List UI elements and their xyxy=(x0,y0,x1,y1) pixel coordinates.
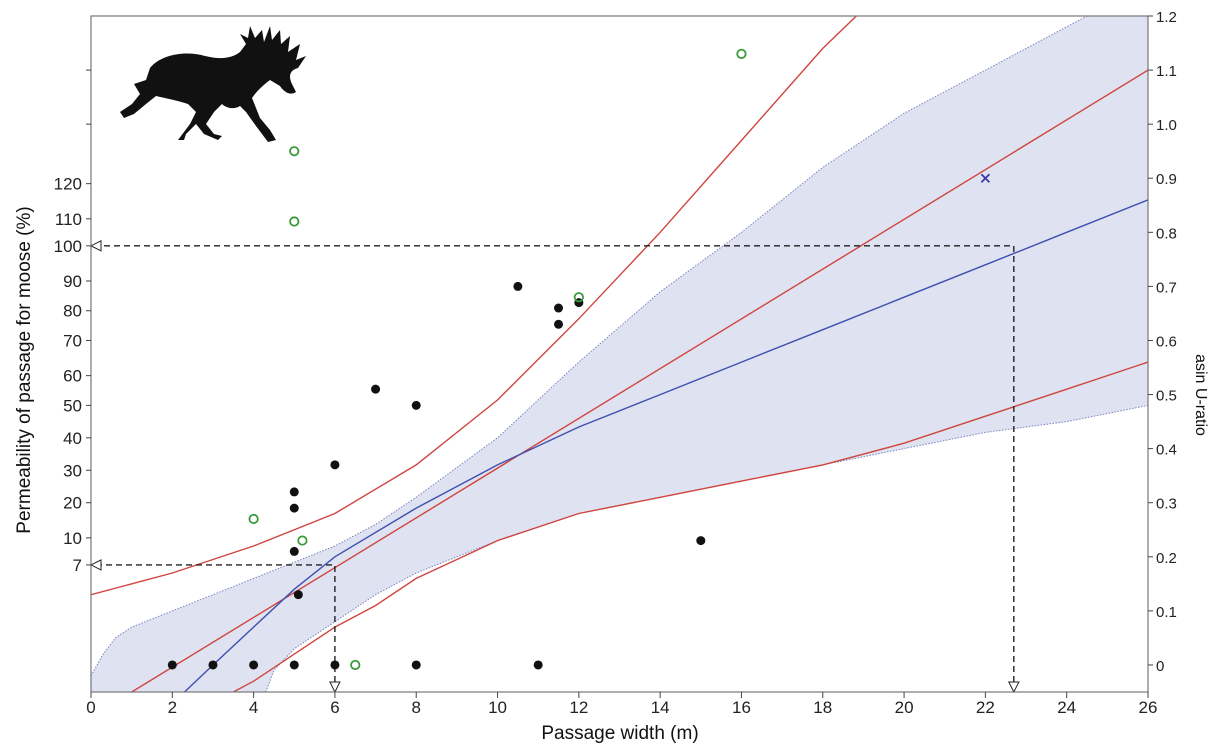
lookup-100-percent-line xyxy=(91,245,1015,692)
x-tick-label: 12 xyxy=(569,698,588,717)
x-tick-label: 10 xyxy=(488,698,507,717)
data-point-cross xyxy=(980,173,991,183)
left-tick-label: 90 xyxy=(63,272,82,291)
right-y-axis-title: asin U-ratio xyxy=(1192,354,1209,436)
upper-bound-line xyxy=(91,16,858,596)
data-point-filled xyxy=(289,546,299,556)
data-point-filled xyxy=(289,503,299,513)
right-tick-label: 0.1 xyxy=(1156,604,1177,621)
lookup-7-percent-line xyxy=(91,564,336,692)
x-tick-label: 24 xyxy=(1057,698,1076,717)
right-tick-label: 0.5 xyxy=(1156,388,1177,405)
data-point-filled xyxy=(293,590,303,600)
left-tick-label: 80 xyxy=(63,302,82,321)
data-point-open xyxy=(289,146,300,157)
left-tick-label: 110 xyxy=(55,210,82,229)
right-tick-label: 1.0 xyxy=(1156,117,1177,134)
data-point-filled xyxy=(554,303,564,313)
right-tick-label: 0.9 xyxy=(1156,171,1177,188)
right-tick-label: 0.2 xyxy=(1156,550,1177,567)
x-tick-label: 14 xyxy=(651,698,670,717)
right-tick-label: 0.7 xyxy=(1156,279,1177,296)
right-tick-label: 0.6 xyxy=(1156,333,1177,350)
lookup-7-percent-left-arrow xyxy=(89,559,102,571)
right-tick-label: 0.4 xyxy=(1156,442,1177,459)
data-point-filled xyxy=(289,660,299,670)
right-tick-label: 0 xyxy=(1156,658,1164,675)
left-tick-label: 30 xyxy=(63,461,82,480)
right-tick-label: 0.3 xyxy=(1156,496,1177,513)
x-tick-label: 2 xyxy=(168,698,177,717)
left-y-axis-title: Permeability of passage for moose (%) xyxy=(14,206,35,533)
data-point-filled xyxy=(513,281,523,291)
data-point-open xyxy=(736,48,747,59)
data-point-open xyxy=(297,535,308,546)
plot-frame xyxy=(90,15,1149,693)
x-tick-label: 8 xyxy=(411,698,420,717)
data-point-filled xyxy=(371,384,381,394)
left-tick-label: 50 xyxy=(63,396,82,415)
x-tick-label: 18 xyxy=(813,698,832,717)
data-point-filled xyxy=(554,319,564,329)
data-point-filled xyxy=(330,660,340,670)
data-point-filled xyxy=(696,536,706,546)
data-point-filled xyxy=(249,660,259,670)
data-point-filled xyxy=(289,487,299,497)
data-point-filled xyxy=(330,460,340,470)
right-tick-label: 1.2 xyxy=(1156,9,1177,26)
left-tick-label: 10 xyxy=(63,529,82,548)
x-tick-label: 6 xyxy=(330,698,339,717)
data-point-filled xyxy=(411,400,421,410)
right-tick-label: 0.8 xyxy=(1156,225,1177,242)
data-point-filled xyxy=(533,660,543,670)
left-tick-label: 100 xyxy=(54,237,82,256)
moose-silhouette-icon xyxy=(120,26,306,142)
x-axis-title: Passage width (m) xyxy=(541,723,698,744)
x-tick-label: 22 xyxy=(976,698,995,717)
left-tick-label: 40 xyxy=(63,429,82,448)
right-tick-label: 1.1 xyxy=(1156,63,1177,80)
data-point-open xyxy=(248,513,259,525)
plot-area: 0 2 4 6 8 10 12 14 16 18 20 22 24 2600.10.20.30.40.50… xyxy=(54,9,1177,717)
data-point-open xyxy=(289,216,300,227)
x-tick-label: 4 xyxy=(249,698,258,717)
data-point-filled xyxy=(167,660,177,670)
lookup-100-percent-down-arrow xyxy=(1008,681,1020,694)
x-tick-label: 26 xyxy=(1139,698,1158,717)
data-point-filled xyxy=(208,660,218,670)
x-tick-label: 16 xyxy=(732,698,751,717)
data-point-open xyxy=(350,659,361,671)
confidence-band xyxy=(91,16,1148,692)
x-tick-label: 20 xyxy=(895,698,914,717)
fitted-line-line xyxy=(130,69,1148,692)
left-tick-label: 70 xyxy=(63,331,82,350)
lower-bound-line xyxy=(232,361,1148,692)
lookup-100-percent-left-arrow xyxy=(89,240,102,252)
x-tick-label: 0 xyxy=(86,698,95,717)
left-tick-label: 120 xyxy=(54,175,82,194)
left-tick-label: 7 xyxy=(73,556,82,575)
left-tick-label: 20 xyxy=(63,494,82,513)
lookup-7-percent-down-arrow xyxy=(329,681,341,694)
fitted-curve-line xyxy=(184,199,1148,692)
data-point-open xyxy=(573,292,584,303)
left-tick-label: 60 xyxy=(63,367,82,386)
data-point-filled xyxy=(411,660,421,670)
